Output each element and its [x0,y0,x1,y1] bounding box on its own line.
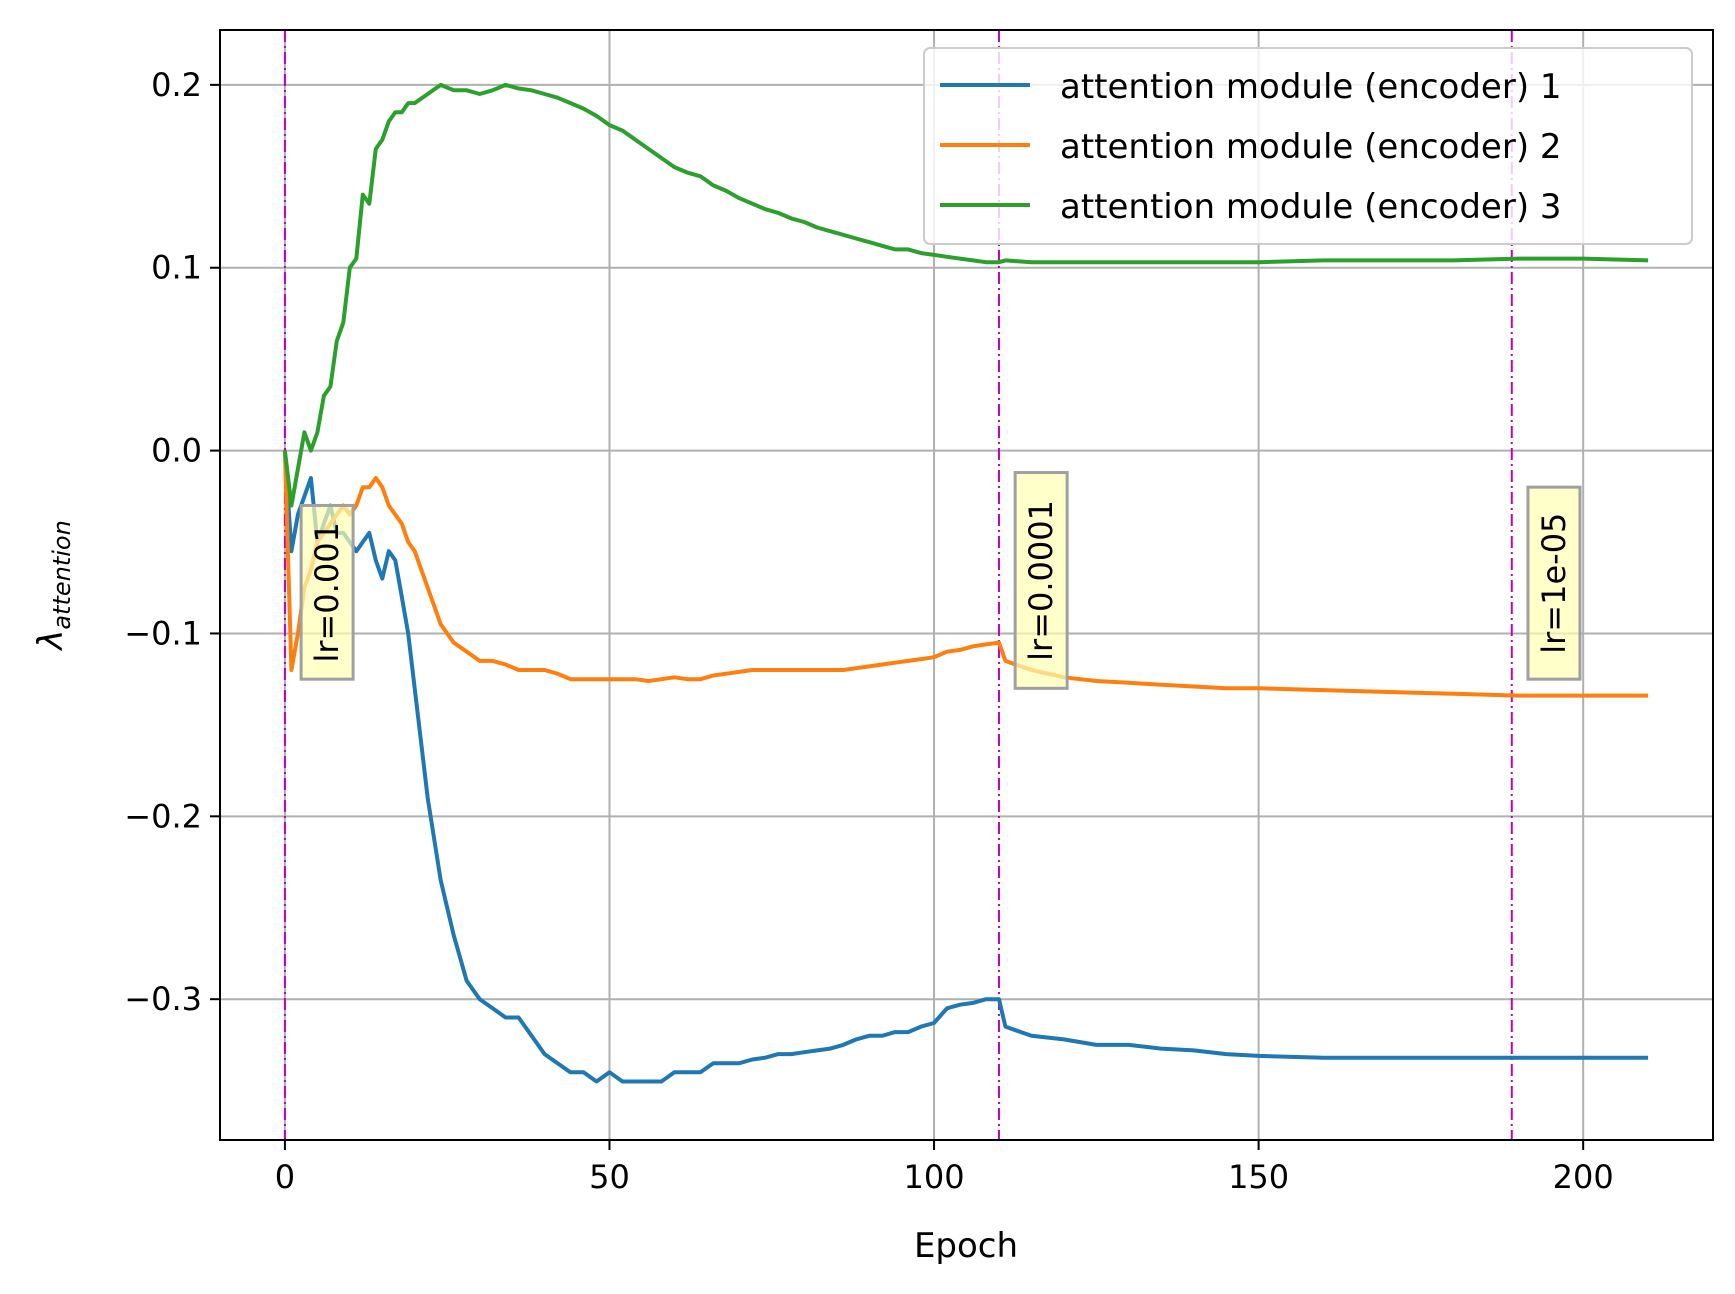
axis-ticks: 0 50 100 150 200 −0.3 −0.2 −0.1 0.0 0.1 0.2 [124,66,1613,1196]
annotation-label: lr=0.001 [308,522,346,662]
series-line-1 [282,450,1649,1084]
y-axis-label: λattention [31,520,76,652]
plot-frame [219,29,1714,1141]
x-tick-label: 200 [1553,1158,1614,1196]
legend: attention module (encoder) 1 attention m… [923,47,1693,245]
annotation-box [1013,471,1069,690]
x-tick-label: 150 [1228,1158,1289,1196]
x-tick-label: 50 [589,1158,630,1196]
y-tick-label: −0.1 [124,614,202,652]
annotation-label: lr=1e-05 [1535,513,1573,654]
x-axis-label: Epoch [914,1226,1018,1266]
legend-label-3: attention module (encoder) 3 [1060,187,1562,227]
x-tick-label: 0 [275,1158,295,1196]
x-tick-label: 100 [904,1158,965,1196]
y-tick-label: −0.3 [124,980,202,1018]
lr-annotations: lr=0.001 lr=0.0001 lr=1e-05 [299,471,1582,690]
series-line-3 [282,82,1649,508]
y-tick-label: 0.2 [151,66,202,104]
legend-box [923,47,1693,245]
legend-label-2: attention module (encoder) 2 [1060,127,1562,167]
y-axis-label-symbol: λ [31,630,71,652]
y-tick-label: 0.0 [151,432,202,470]
annotation-box [1526,485,1582,681]
annotation-label: lr=0.0001 [1022,500,1060,661]
annotation-box [299,503,355,681]
y-tick-label: 0.1 [151,249,202,287]
y-axis-label-subscript: attention [48,520,76,629]
legend-label-1: attention module (encoder) 1 [1060,67,1562,107]
y-tick-label: −0.2 [124,797,202,835]
